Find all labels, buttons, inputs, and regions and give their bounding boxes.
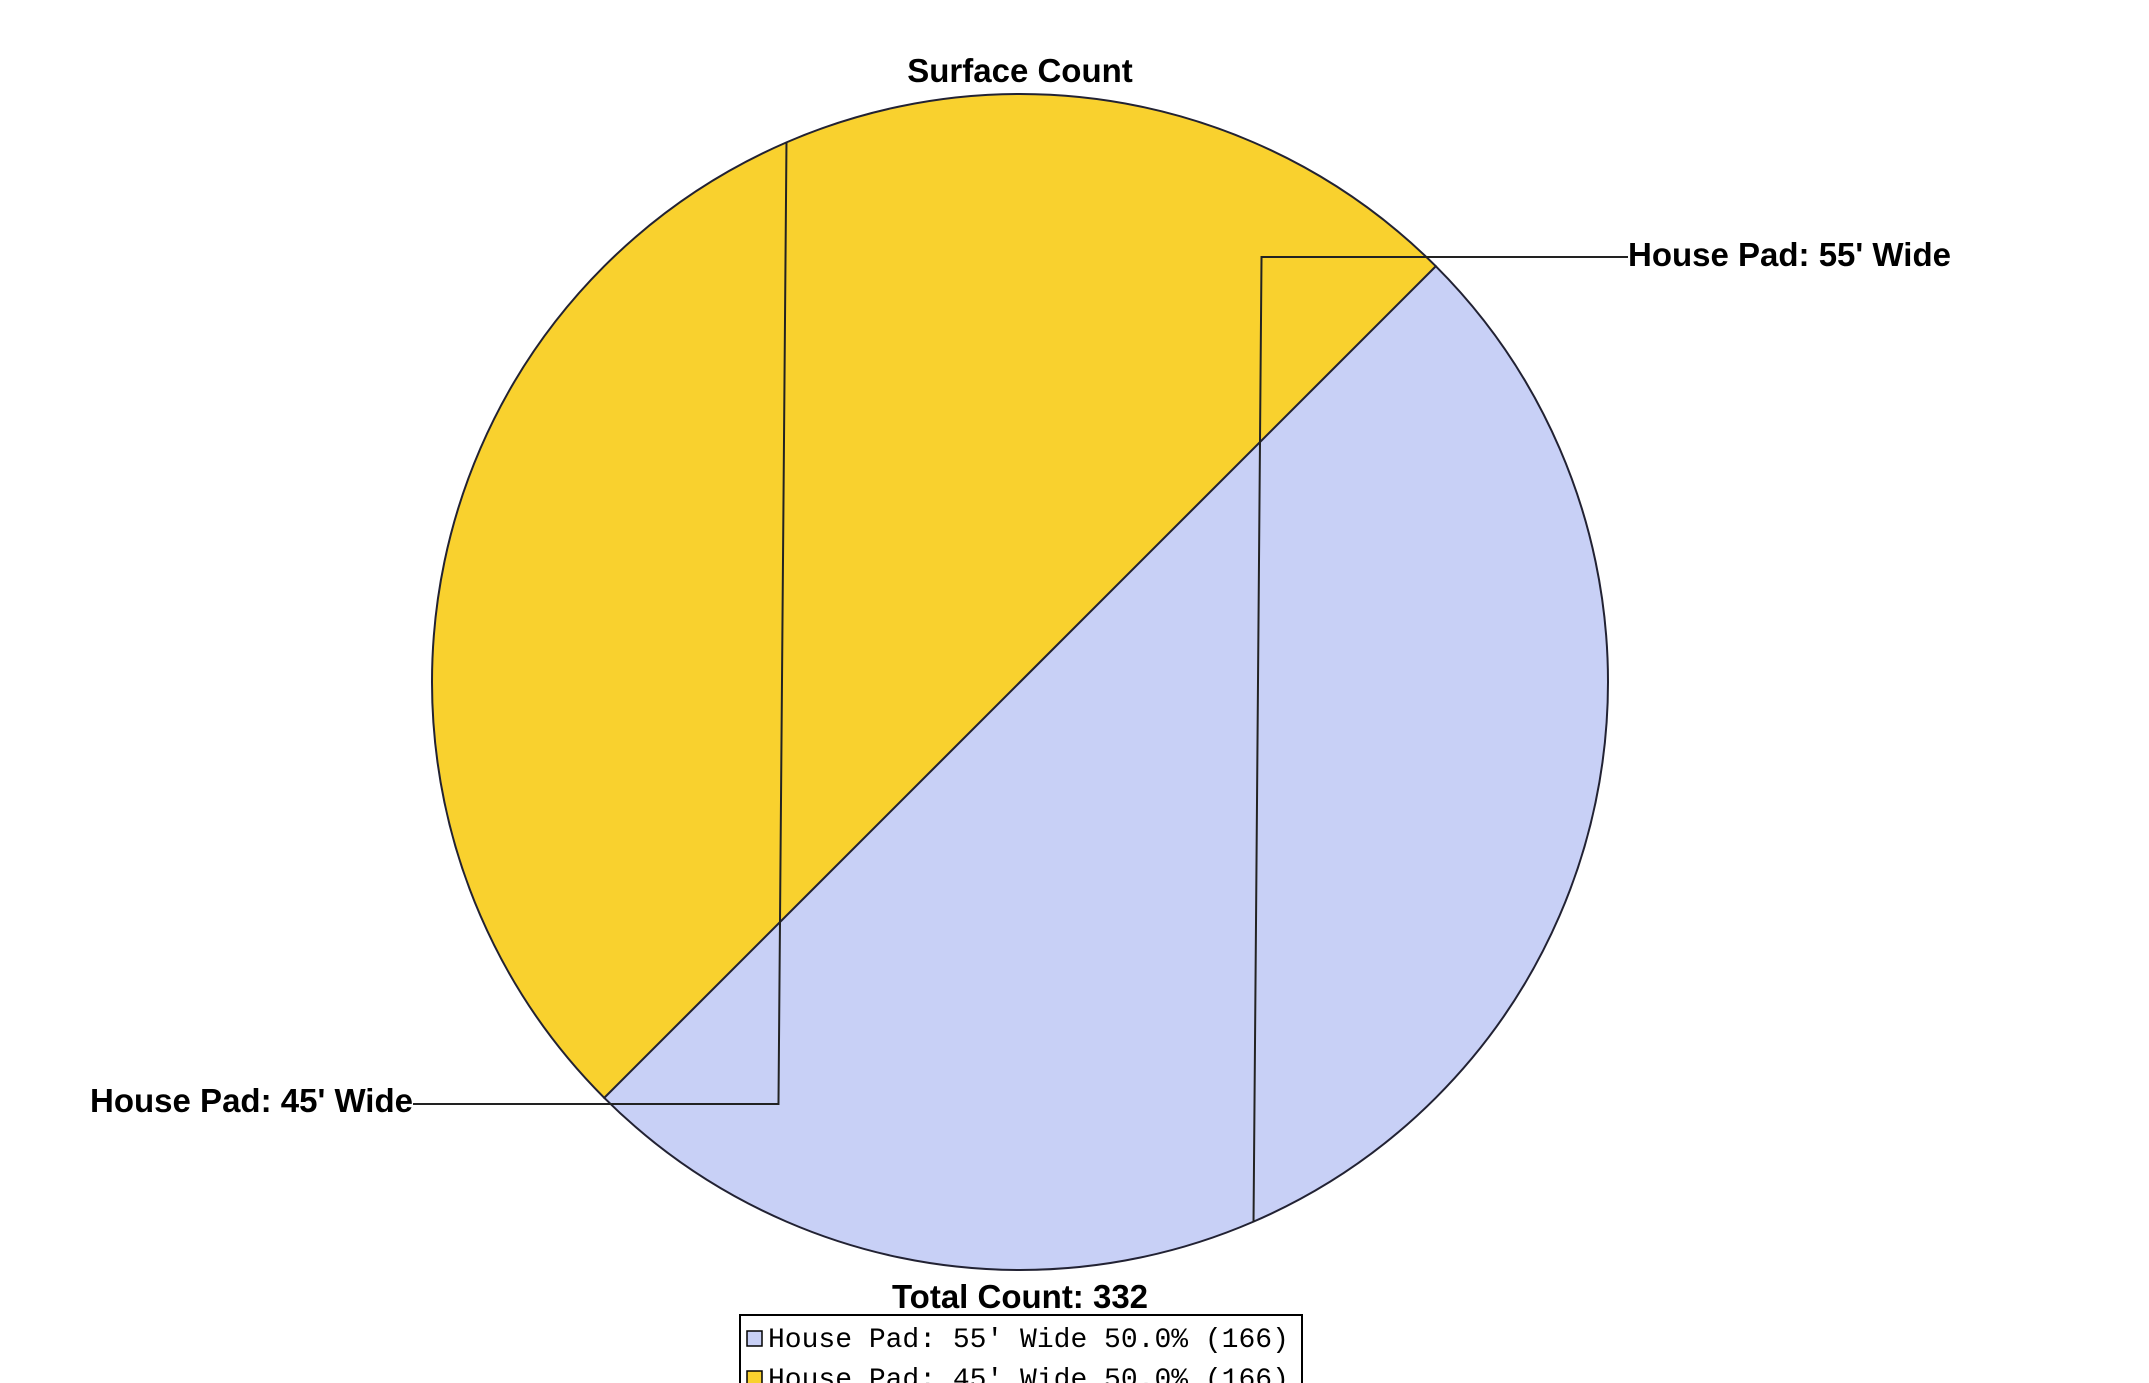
leader-line-0 (1252, 256, 1628, 1222)
pie-slice-1 (430, 92, 1438, 1100)
legend: House Pad: 55' Wide 50.0% (166) House Pa… (739, 1314, 1303, 1383)
slice-label-45-wide: House Pad: 45' Wide (90, 1082, 413, 1119)
leader-line-1 (413, 142, 788, 1105)
legend-entry-45-wide: House Pad: 45' Wide 50.0% (166) (768, 1365, 1289, 1383)
slice-label-55-wide: House Pad: 55' Wide (1628, 236, 1951, 273)
total-count-label: Total Count: 332 (892, 1278, 1148, 1315)
chart-title: Surface Count (907, 52, 1133, 89)
pie-slices (430, 92, 1610, 1272)
pie-slice-0 (602, 264, 1610, 1272)
legend-entry-55-wide: House Pad: 55' Wide 50.0% (166) (768, 1325, 1289, 1356)
slice-leader-lines (413, 142, 1628, 1222)
legend-swatch-45-wide (746, 1370, 763, 1383)
legend-swatch-55-wide (746, 1330, 763, 1347)
legend-box (739, 1314, 1303, 1383)
